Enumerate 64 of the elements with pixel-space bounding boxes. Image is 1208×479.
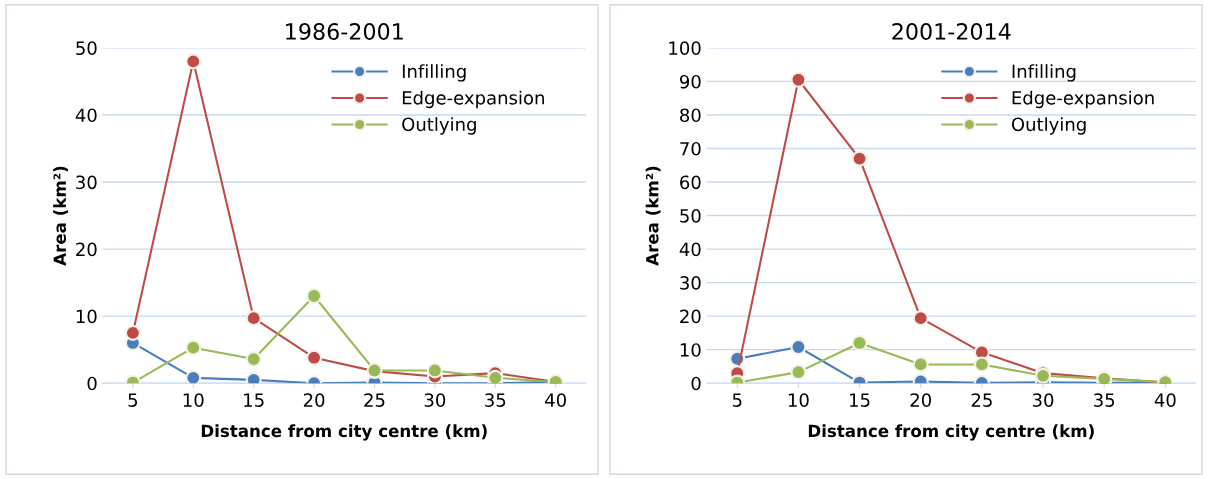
y-axis-title: Area (km²) xyxy=(645,166,661,266)
legend-label: Outlying xyxy=(1011,117,1086,135)
point xyxy=(790,71,807,88)
y-tick-label: 60 xyxy=(680,175,701,190)
point xyxy=(245,351,262,368)
y-tick-label: 100 xyxy=(669,41,701,56)
y-tick-label: 30 xyxy=(680,276,701,290)
y-tick-label: 40 xyxy=(679,242,701,257)
legend-label: Infilling xyxy=(1012,64,1076,82)
x-tick-label: 15 xyxy=(244,393,264,407)
point xyxy=(185,339,202,356)
y-tick-label: 20 xyxy=(680,309,701,324)
x-tick-label: 30 xyxy=(424,393,446,407)
point xyxy=(790,339,807,355)
y-tick-label: 40 xyxy=(75,108,97,123)
point xyxy=(973,356,990,373)
x-tick-label: 20 xyxy=(910,393,932,407)
y-tick-label: 10 xyxy=(76,309,97,324)
y-tick-label: 20 xyxy=(76,242,97,257)
legend-label: Outlying xyxy=(402,117,476,135)
point xyxy=(790,364,807,381)
y-axis-title: Area (km²) xyxy=(53,166,69,266)
y-tick-label: 10 xyxy=(680,343,701,357)
point xyxy=(185,369,202,384)
y-tick-label: 0 xyxy=(691,376,701,391)
point xyxy=(851,334,868,351)
x-tick-label: 5 xyxy=(732,393,742,407)
point xyxy=(912,356,929,373)
x-tick-label: 10 xyxy=(183,393,204,407)
x-tick-label: 15 xyxy=(850,393,870,407)
x-axis-title: Distance from city centre (km) xyxy=(201,424,487,441)
x-tick-label: 20 xyxy=(303,393,325,407)
legend-label: Edge-expansion xyxy=(1012,90,1154,109)
point xyxy=(851,150,868,167)
x-tick-label: 30 xyxy=(1032,393,1054,407)
x-tick-label: 35 xyxy=(1094,393,1115,407)
x-tick-label: 40 xyxy=(1154,393,1176,407)
legend-label: Edge-expansion xyxy=(402,90,544,109)
x-tick-label: 5 xyxy=(128,393,138,407)
point xyxy=(185,53,202,70)
x-tick-label: 25 xyxy=(364,393,385,407)
point xyxy=(426,362,443,379)
chart-title: 1986-2001 xyxy=(286,23,403,40)
y-tick-label: 90 xyxy=(679,74,701,89)
chart-title: 2001-2014 xyxy=(892,23,1011,40)
x-tick-label: 35 xyxy=(485,393,506,407)
point xyxy=(124,324,141,341)
y-tick-label: 80 xyxy=(680,108,701,123)
point xyxy=(912,310,929,327)
x-axis-title: Distance from city centre (km) xyxy=(808,424,1094,441)
y-tick-label: 50 xyxy=(680,209,701,223)
point xyxy=(487,369,504,384)
point xyxy=(245,371,262,384)
point xyxy=(306,288,323,305)
x-tick-label: 40 xyxy=(545,393,566,407)
x-tick-label: 25 xyxy=(971,393,992,407)
legend-label: Infilling xyxy=(402,64,466,82)
x-tick-label: 10 xyxy=(788,393,809,407)
point xyxy=(245,310,262,327)
y-tick-label: 0 xyxy=(87,376,97,391)
point xyxy=(306,349,323,366)
y-tick-label: 70 xyxy=(680,141,701,156)
y-tick-label: 50 xyxy=(76,41,97,56)
y-tick-label: 30 xyxy=(76,175,97,190)
